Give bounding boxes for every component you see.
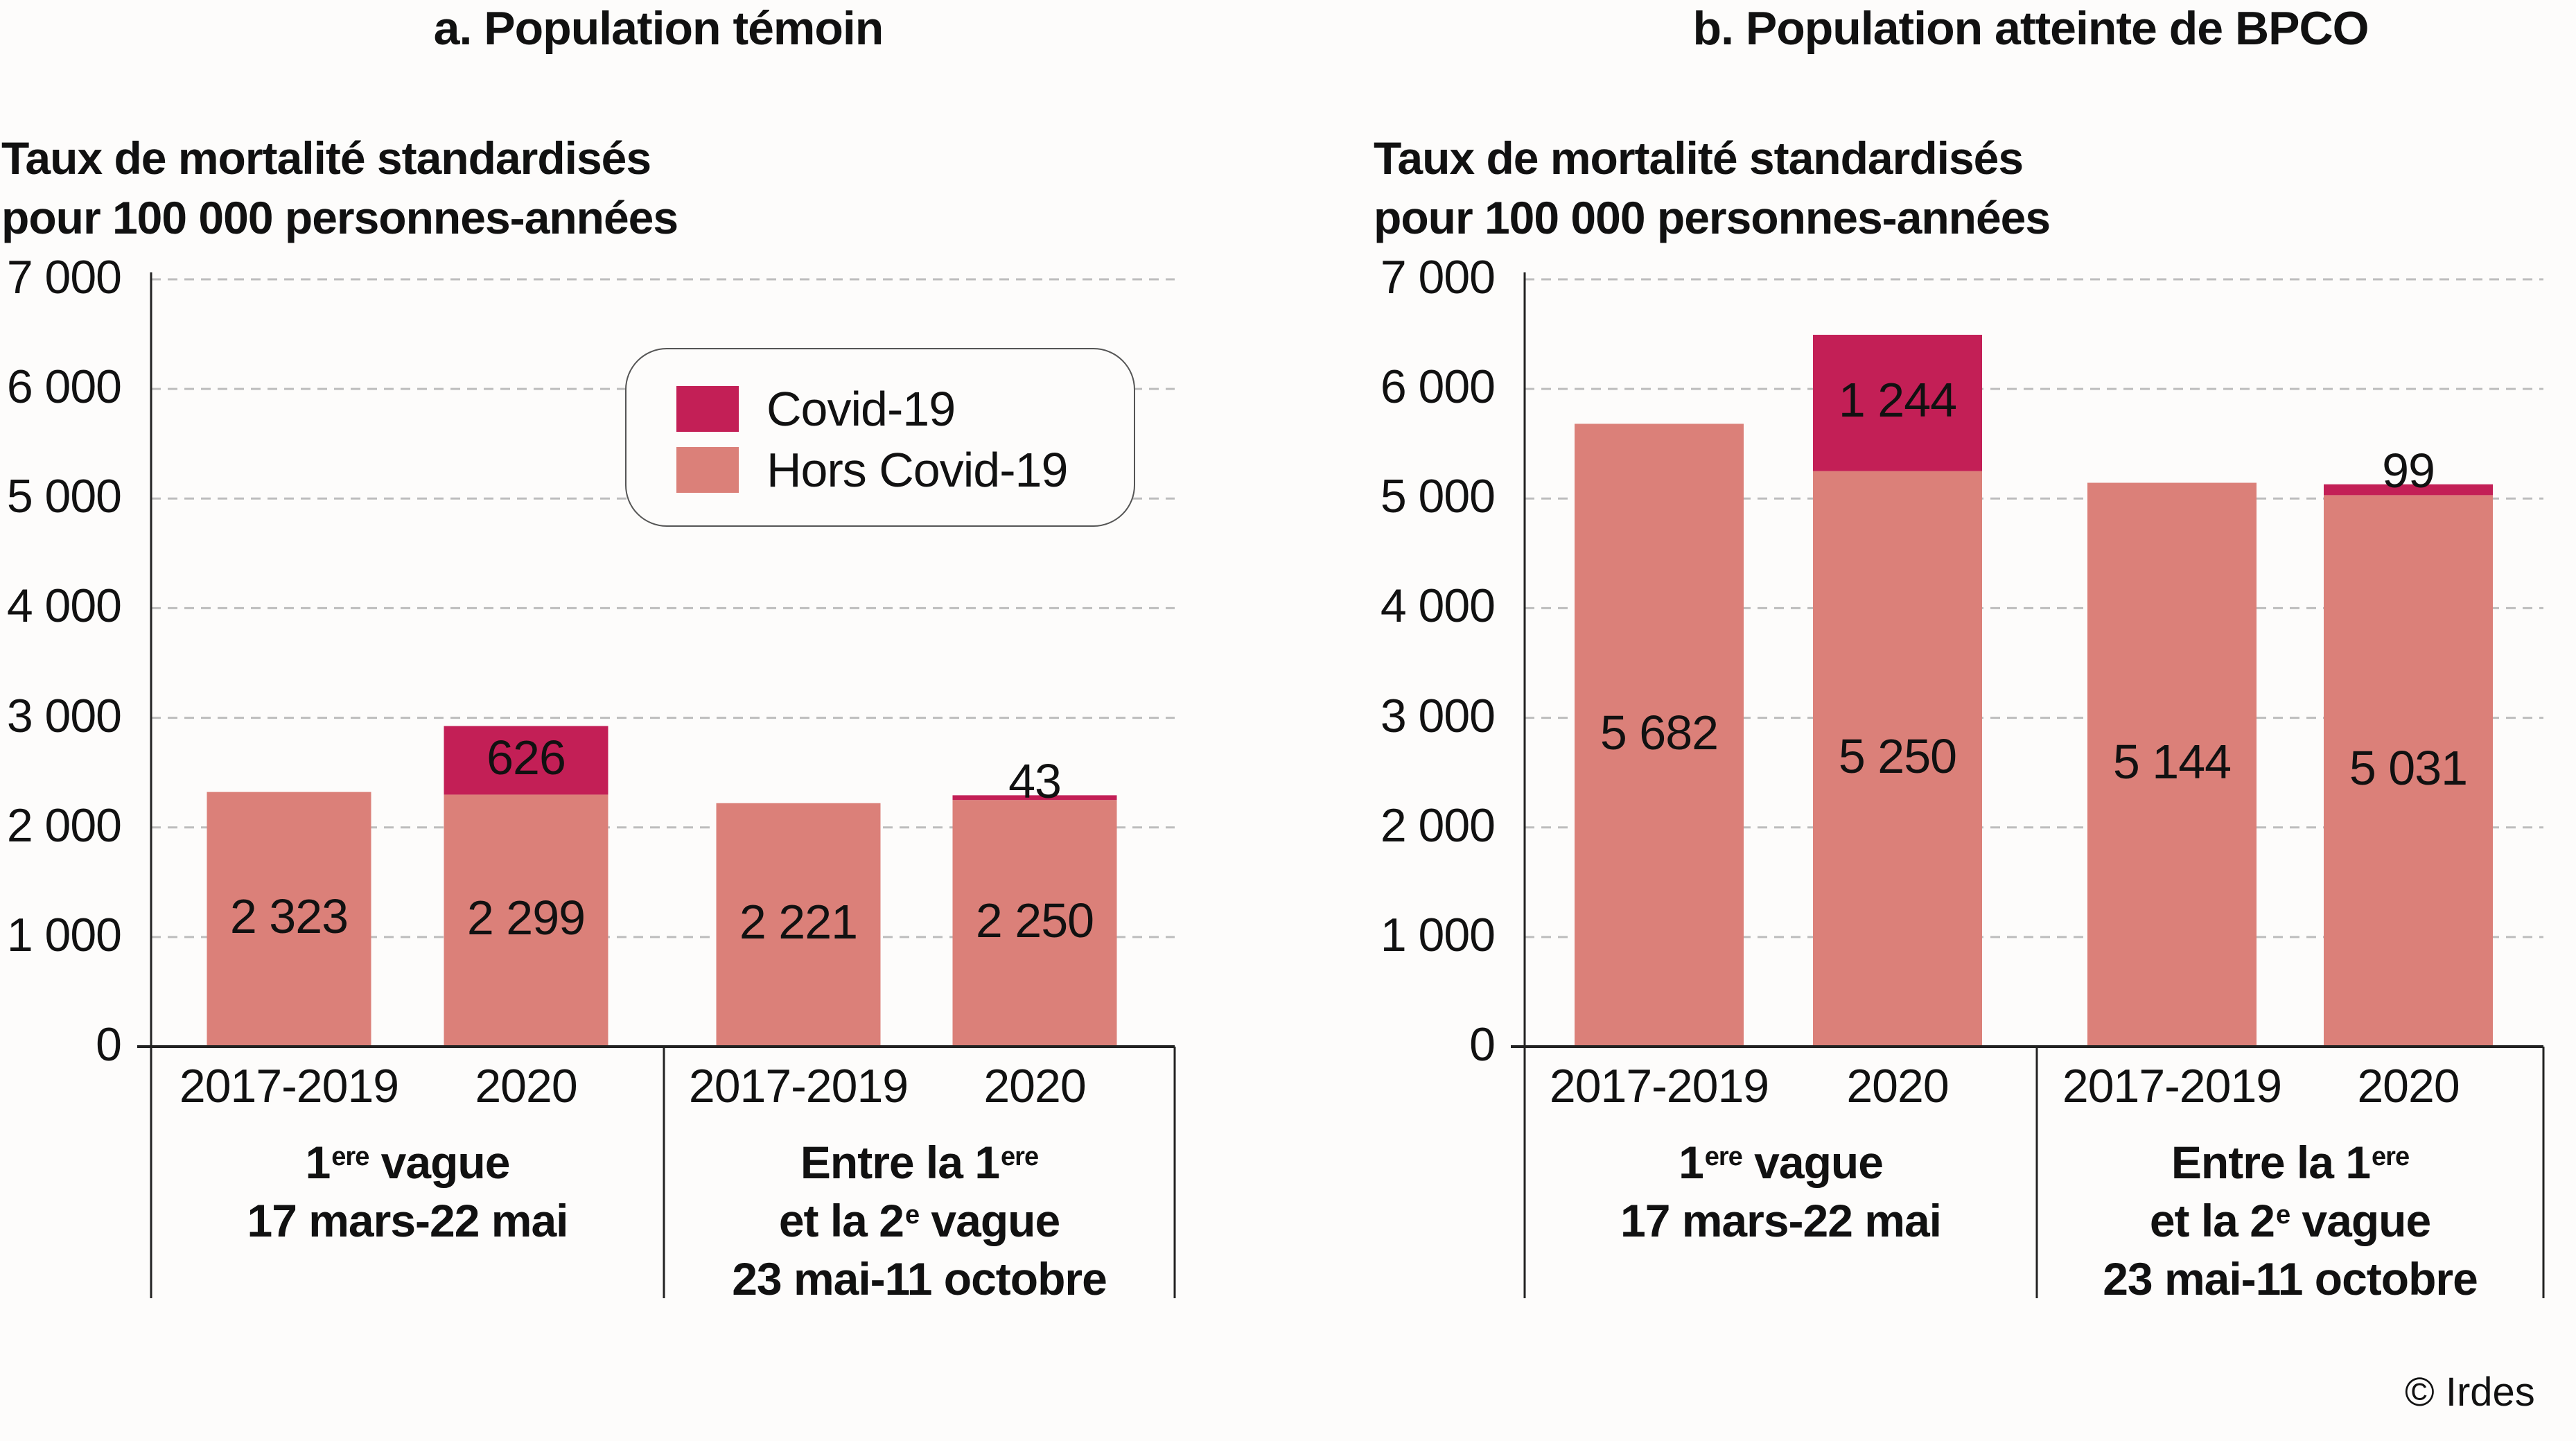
chart-a-title: a. Population témoin (433, 2, 884, 55)
chart-b-group-label-1-line: 17 mars-22 mai (1518, 1191, 2044, 1250)
copyright: © Irdes (2405, 1370, 2535, 1415)
chart-a-ytick-label: 1 000 (6, 908, 122, 961)
chart-a-value-label-covid: 626 (487, 730, 566, 785)
chart-a-group-label-1: 1ere vague 17 mars-22 mai (144, 1133, 671, 1250)
chart-b-value-label-hors-covid: 5 031 (2349, 741, 2468, 796)
chart-a-bar-covid (444, 726, 608, 795)
text: vague (369, 1137, 511, 1188)
text: 1 (1679, 1137, 1704, 1188)
text: Entre la 1 (2171, 1137, 2371, 1188)
chart-b-value-label-hors-covid: 5 682 (1600, 705, 1719, 760)
chart-b-category-label: 2020 (1846, 1060, 1949, 1112)
chart-a-bar-hors-covid (207, 792, 371, 1047)
chart-b-ytick-label: 4 000 (1380, 579, 1496, 633)
chart-a-bar-hors-covid (444, 794, 608, 1047)
chart-b-group-label-1-line: 1ere vague (1518, 1133, 2044, 1191)
chart-b-bar-covid (1813, 335, 1982, 471)
chart-b-group-label-2-line: Entre la 1ere (2027, 1133, 2554, 1191)
superscript: ere (2372, 1142, 2410, 1171)
chart-b-category-label: 2017-2019 (2062, 1060, 2282, 1112)
chart-a-category-label: 2017-2019 (179, 1060, 399, 1112)
chart-b-ytick-label: 7 000 (1380, 251, 1496, 304)
text: Entre la 1 (800, 1137, 1000, 1188)
superscript: e (2275, 1200, 2290, 1230)
chart-a-category-label: 2020 (983, 1060, 1086, 1112)
text: 23 mai-11 octobre (732, 1253, 1107, 1304)
legend-label-hors-covid: Hors Covid-19 (766, 443, 1068, 497)
legend-swatch-hors-covid (676, 447, 739, 493)
chart-a-ytick-label: 3 000 (6, 689, 122, 742)
chart-a-ytick-label: 4 000 (6, 579, 122, 633)
chart-b-title: b. Population atteinte de BPCO (1692, 2, 2369, 55)
chart-a-group-label-2-line: 23 mai-11 octobre (656, 1250, 1183, 1308)
chart-a-value-label-hors-covid: 2 299 (466, 891, 586, 945)
chart-b-bar-hors-covid (1575, 423, 1744, 1047)
chart-b-bar-covid (2324, 484, 2493, 496)
chart-a-ytick-label: 2 000 (6, 798, 122, 852)
chart-a-category-label: 2020 (475, 1060, 577, 1112)
superscript: ere (331, 1142, 369, 1171)
chart-a-value-label-covid: 43 (1008, 754, 1062, 809)
chart-b-value-label-hors-covid: 5 144 (2112, 735, 2232, 789)
chart-a-group-label-2-line: et la 2e vague (656, 1191, 1183, 1250)
chart-b-ylabel-line2: pour 100 000 personnes-années (1374, 192, 2051, 243)
text: vague (919, 1195, 1060, 1246)
legend-swatch-covid (676, 386, 739, 432)
legend: Covid-19 Hors Covid-19 (625, 348, 1135, 527)
chart-b-bar-hors-covid (2324, 495, 2493, 1047)
chart-a-group-label-2-line: Entre la 1ere (656, 1133, 1183, 1191)
chart-a-bar-hors-covid (716, 803, 881, 1047)
chart-b-value-label-covid: 1 244 (1838, 373, 1957, 428)
chart-a-group-label-1-line: 17 mars-22 mai (144, 1191, 671, 1250)
text: 17 mars-22 mai (247, 1195, 569, 1246)
text: 23 mai-11 octobre (2103, 1253, 2478, 1304)
superscript: ere (1001, 1142, 1039, 1171)
text: vague (1742, 1137, 1884, 1188)
text: 1 (305, 1137, 331, 1188)
legend-item-covid: Covid-19 (676, 381, 956, 437)
chart-a-ytick-label: 6 000 (6, 360, 122, 414)
legend-item-hors-covid: Hors Covid-19 (676, 442, 1068, 498)
chart-a-group-label-2: Entre la 1ere et la 2e vague 23 mai-11 oct… (656, 1133, 1183, 1308)
chart-a-ytick-label: 5 000 (6, 470, 122, 523)
chart-b-group-label-2-line: et la 2e vague (2027, 1191, 2554, 1250)
chart-a-ylabel-line1: Taux de mortalité standardisés (1, 132, 651, 184)
chart-a-value-label-hors-covid: 2 250 (975, 893, 1094, 948)
chart-b-ytick-label: 0 (1469, 1018, 1496, 1071)
chart-b-ytick-label: 5 000 (1380, 470, 1496, 523)
chart-b-ylabel-line1: Taux de mortalité standardisés (1374, 132, 2024, 184)
chart-a-ylabel-line2: pour 100 000 personnes-années (1, 192, 678, 243)
chart-b-category-label: 2020 (2357, 1060, 2460, 1112)
chart-b-bar-hors-covid (2087, 482, 2257, 1047)
chart-b-ytick-label: 1 000 (1380, 908, 1496, 961)
text: 17 mars-22 mai (1620, 1195, 1942, 1246)
superscript: e (904, 1200, 920, 1230)
chart-b-bar-hors-covid (1813, 471, 1982, 1047)
chart-b-value-label-hors-covid: 5 250 (1838, 728, 1957, 783)
chart-b-ytick-label: 6 000 (1380, 360, 1496, 414)
text: vague (2290, 1195, 2431, 1246)
chart-b-group-label-2-line: 23 mai-11 octobre (2027, 1250, 2554, 1308)
superscript: ere (1704, 1142, 1743, 1171)
chart-a-group-label-1-line: 1ere vague (144, 1133, 671, 1191)
legend-label-covid: Covid-19 (766, 382, 956, 436)
chart-a-ylabel: Taux de mortalité standardisés pour 100 … (1, 128, 678, 247)
chart-b-ylabel: Taux de mortalité standardisés pour 100 … (1374, 128, 2051, 247)
chart-a-ytick-label: 7 000 (6, 251, 122, 304)
chart-b-ytick-label: 2 000 (1380, 798, 1496, 852)
chart-b-group-label-2: Entre la 1ere et la 2e vague 23 mai-11 oct… (2027, 1133, 2554, 1308)
chart-a-value-label-hors-covid: 2 323 (229, 889, 349, 944)
chart-b-ytick-label: 3 000 (1380, 689, 1496, 742)
chart-b-category-label: 2017-2019 (1549, 1060, 1769, 1112)
chart-b-value-label-covid: 99 (2382, 443, 2435, 498)
chart-a-category-label: 2017-2019 (688, 1060, 909, 1112)
chart-a-bar-hors-covid (952, 800, 1117, 1047)
chart-b-group-label-1: 1ere vague 17 mars-22 mai (1518, 1133, 2044, 1250)
chart-a-value-label-hors-covid: 2 221 (739, 895, 858, 950)
text: et la 2 (2149, 1195, 2275, 1246)
text: et la 2 (778, 1195, 904, 1246)
chart-a-bar-covid (952, 795, 1117, 801)
chart-a-ytick-label: 0 (96, 1018, 122, 1071)
